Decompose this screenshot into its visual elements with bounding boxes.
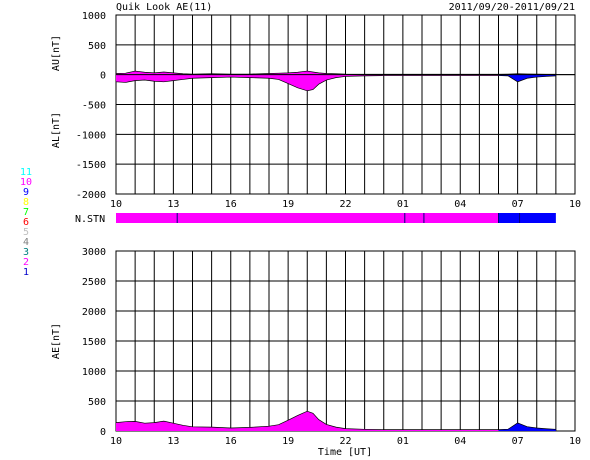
ae-axis-label: AE[nT] <box>51 323 62 359</box>
nstn-label: N.STN <box>75 214 105 225</box>
au-line-0 <box>115 70 499 75</box>
aual-y-tick-label: 500 <box>88 41 106 52</box>
au-al-area-0 <box>116 71 499 91</box>
legend-station-1: 1 <box>23 267 29 278</box>
ae-y-tick-label: 1000 <box>82 367 106 378</box>
aual-x-tick-label: 22 <box>339 199 351 210</box>
legend-station-4: 4 <box>23 237 29 248</box>
ae-x-tick-label: 07 <box>512 436 524 447</box>
aual-x-tick-label: 01 <box>397 199 409 210</box>
aual-y-tick-label: 1000 <box>82 11 106 22</box>
ae-grid <box>115 250 576 432</box>
ae-x-tick-label: 01 <box>397 436 409 447</box>
ae-y-tick-label: 2000 <box>82 307 106 318</box>
aual-x-tick-label: 19 <box>282 199 294 210</box>
ae-y-tick-label: 500 <box>88 397 106 408</box>
ae-x-tick-label: 04 <box>454 436 466 447</box>
aual-x-tick-label: 13 <box>167 199 179 210</box>
aual-x-tick-label: 16 <box>225 199 237 210</box>
ae-x-tick-label: 13 <box>167 436 179 447</box>
aual-x-tick-label: 10 <box>569 199 581 210</box>
time-axis-label: Time [UT] <box>318 447 372 458</box>
aual-x-tick-label: 04 <box>454 199 466 210</box>
ae-y-tick-label: 0 <box>100 427 106 438</box>
aual-grid <box>115 14 576 195</box>
ae-y-tick-label: 2500 <box>82 277 106 288</box>
ae-x-tick-label: 22 <box>339 436 351 447</box>
legend-station-10: 10 <box>20 177 32 188</box>
al-axis-label: AL[nT] <box>51 112 62 148</box>
legend-station-11: 11 <box>20 167 32 178</box>
aual-x-tick-label: 07 <box>512 199 524 210</box>
ae-panel: 3000 2500 2000 1500 1000 500 0 10 13 16 19 22 01 04 07… <box>51 247 581 458</box>
ae-x-tick-label: 19 <box>282 436 294 447</box>
legend-station-3: 3 <box>23 247 29 258</box>
au-axis-label: AU[nT] <box>51 35 62 71</box>
ae-x-tick-label: 16 <box>225 436 237 447</box>
ae-line-1 <box>498 422 556 430</box>
ae-line-0 <box>115 410 499 430</box>
date-range: 2011/09/20-2011/09/21 <box>449 2 575 13</box>
figure-title: Quik Look AE(11) <box>116 2 212 13</box>
ae-y-tick-label: 1500 <box>82 337 106 348</box>
nstn-segment-0 <box>116 213 499 223</box>
legend-station-5: 5 <box>23 227 29 238</box>
legend-station-8: 8 <box>23 197 29 208</box>
legend-station-2: 2 <box>23 257 29 268</box>
legend-station-6: 6 <box>23 217 29 228</box>
nstn-segment-1 <box>498 213 556 223</box>
ae-x-tick-label: 10 <box>569 436 581 447</box>
al-line-1 <box>498 75 556 83</box>
al-line-0 <box>115 75 499 92</box>
aual-y-tick-label: -1500 <box>76 160 106 171</box>
aual-y-tick-label: 0 <box>100 71 106 82</box>
legend-station-9: 9 <box>23 187 29 198</box>
aual-y-tick-label: -500 <box>82 101 106 112</box>
legend-station-7: 7 <box>23 207 29 218</box>
au-al-area-1 <box>498 73 556 82</box>
aual-frame <box>115 14 576 195</box>
aual-y-tick-label: -2000 <box>76 190 106 201</box>
station-count-bar: N.STN <box>75 213 556 225</box>
au-al-panel: 1000 500 0 -500 -1000 -1500 -2000 10 13 16 19 22 01 0… <box>51 11 581 210</box>
ae-area-0 <box>116 411 499 431</box>
ae-x-tick-label: 10 <box>110 436 122 447</box>
aual-y-tick-label: -1000 <box>76 130 106 141</box>
aual-x-tick-label: 10 <box>110 199 122 210</box>
ae-y-tick-label: 3000 <box>82 247 106 258</box>
